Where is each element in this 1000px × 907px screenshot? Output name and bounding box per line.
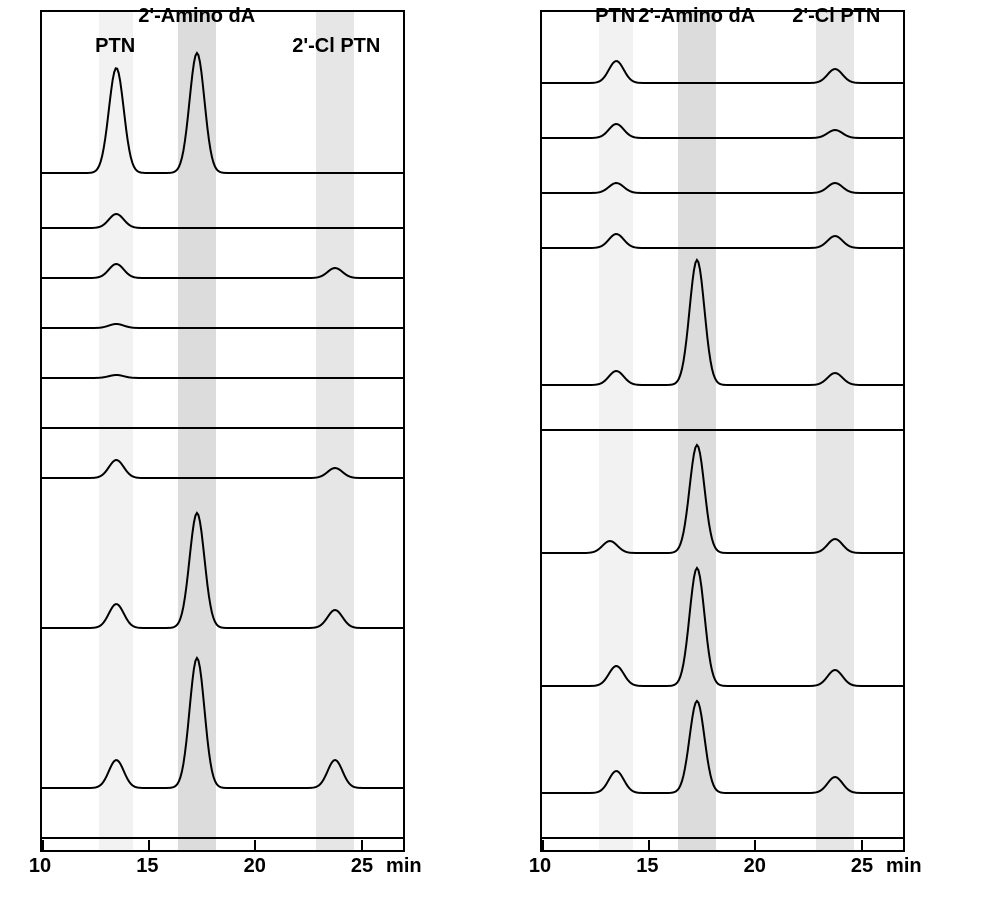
trace-row: 2463b xyxy=(42,802,403,842)
compound-label: 2'-Cl PTN xyxy=(292,35,380,58)
chromatogram-trace xyxy=(42,375,403,378)
x-tick-mark xyxy=(861,840,863,850)
x-tick-label: 10 xyxy=(529,855,551,878)
trace-svg xyxy=(542,37,903,87)
trace-svg xyxy=(542,254,903,389)
compound-label: 2'-Cl PTN xyxy=(792,5,880,28)
x-axis: 10152025min xyxy=(540,855,905,885)
x-tick-label: 15 xyxy=(136,855,158,878)
x-tick-label: 20 xyxy=(244,855,266,878)
trace-svg xyxy=(542,692,903,797)
chromatogram-trace xyxy=(542,260,903,385)
trace-svg xyxy=(542,394,903,434)
trace-row: ΔadaH xyxy=(542,92,903,142)
trace-svg xyxy=(542,147,903,197)
chromatogram-trace xyxy=(42,53,403,173)
x-tick-mark xyxy=(148,840,150,850)
x-tick-label: 10 xyxy=(29,855,51,878)
trace-svg xyxy=(42,437,403,482)
trace-row: ST xyxy=(42,47,403,177)
chromatogram-trace xyxy=(42,460,403,478)
trace-svg xyxy=(42,487,403,632)
chromatogram-trace xyxy=(42,324,403,328)
trace-row: ΔadaB xyxy=(42,337,403,382)
trace-row: ΔadaF xyxy=(42,437,403,482)
chromatogram-trace xyxy=(42,214,403,228)
trace-row: 2463b xyxy=(542,802,903,842)
chromatogram-trace xyxy=(542,701,903,793)
chromatogram-figure: STΔadaEΔadaDΔadaCΔadaBΔadaAΔadaF3G12WT24… xyxy=(0,0,1000,907)
trace-svg xyxy=(542,92,903,142)
compound-label: PTN xyxy=(595,5,635,28)
x-axis: 10152025min xyxy=(40,855,405,885)
trace-row: 3G12 xyxy=(42,487,403,632)
x-axis-unit: min xyxy=(886,855,922,878)
trace-row: WT xyxy=(42,637,403,792)
x-tick-label: 20 xyxy=(744,855,766,878)
x-tick-mark xyxy=(254,840,256,850)
x-tick-mark xyxy=(361,840,363,850)
trace-svg xyxy=(42,637,403,792)
trace-row: ΔadaI xyxy=(542,147,903,197)
trace-svg xyxy=(42,237,403,282)
trace-svg xyxy=(42,187,403,232)
x-axis-unit: min xyxy=(386,855,422,878)
compound-label: PTN xyxy=(95,35,135,58)
trace-row: ΔadaM xyxy=(542,437,903,557)
panel-left: ST ΔadaE ΔadaD ΔadaC ΔadaB ΔadaA ΔadaF 3G12WT 24… xyxy=(0,0,500,907)
trace-svg xyxy=(42,47,403,177)
trace-row: ΔadaD xyxy=(42,237,403,282)
x-tick-mark xyxy=(754,840,756,850)
trace-svg xyxy=(542,560,903,690)
x-tick-label: 25 xyxy=(351,855,373,878)
trace-svg xyxy=(42,802,403,842)
x-tick-mark xyxy=(542,840,544,850)
trace-row: ΔadaL xyxy=(542,394,903,434)
chromatogram-trace xyxy=(542,568,903,686)
chromatogram-trace xyxy=(542,445,903,553)
trace-row: ΔadaJ xyxy=(542,202,903,252)
trace-svg xyxy=(42,287,403,332)
chromatogram-trace xyxy=(42,264,403,278)
chromatogram-trace xyxy=(542,234,903,248)
chromatogram-trace xyxy=(42,513,403,628)
trace-svg xyxy=(542,202,903,252)
x-tick-label: 25 xyxy=(851,855,873,878)
plot-area: ST ΔadaE ΔadaD ΔadaC ΔadaB ΔadaA ΔadaF 3G12WT 24… xyxy=(40,10,405,852)
x-tick-mark xyxy=(648,840,650,850)
x-tick-mark xyxy=(42,840,44,850)
plot-area: ΔadaGΔadaHΔadaIΔadaJΔadaK ΔadaLΔadaMorf+1… xyxy=(540,10,905,852)
chromatogram-trace xyxy=(542,124,903,138)
trace-row: 3G12 xyxy=(542,692,903,797)
chromatogram-trace xyxy=(542,183,903,193)
chromatogram-trace xyxy=(42,658,403,788)
trace-svg xyxy=(42,337,403,382)
trace-svg xyxy=(542,802,903,842)
x-tick-label: 15 xyxy=(636,855,658,878)
trace-row: ΔadaE xyxy=(42,187,403,232)
trace-row: ΔadaK xyxy=(542,254,903,389)
trace-svg xyxy=(542,437,903,557)
compound-label: 2'-Amino dA xyxy=(638,5,755,28)
trace-row: orf+1 xyxy=(542,560,903,690)
compound-label: 2'-Amino dA xyxy=(138,5,255,28)
trace-row: ΔadaG xyxy=(542,37,903,87)
chromatogram-trace xyxy=(542,61,903,83)
panel-right: ΔadaGΔadaHΔadaIΔadaJΔadaK ΔadaLΔadaMorf+1… xyxy=(500,0,1000,907)
trace-row: ΔadaA xyxy=(42,387,403,432)
trace-svg xyxy=(42,387,403,432)
trace-row: ΔadaC xyxy=(42,287,403,332)
